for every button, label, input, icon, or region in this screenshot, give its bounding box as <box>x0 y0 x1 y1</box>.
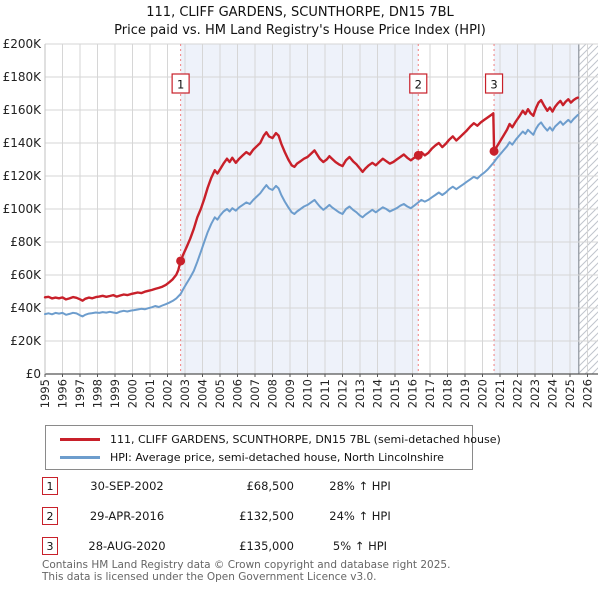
svg-text:2003: 2003 <box>178 379 192 408</box>
svg-text:1: 1 <box>177 78 184 92</box>
sale-row-3: 3 28-AUG-2020 £135,000 5% ↑ HPI <box>42 531 426 561</box>
hpi-line-swatch <box>60 455 100 459</box>
svg-text:£160K: £160K <box>3 103 43 117</box>
svg-text:£120K: £120K <box>3 169 43 183</box>
footer-line-2: This data is licensed under the Open Gov… <box>42 571 377 583</box>
svg-text:1997: 1997 <box>73 379 87 408</box>
sale-flag-2 <box>409 73 428 94</box>
svg-text:£60K: £60K <box>10 268 42 282</box>
svg-text:£40K: £40K <box>10 301 42 315</box>
svg-text:1998: 1998 <box>91 379 105 408</box>
svg-text:2026: 2026 <box>581 379 595 408</box>
sale-2-hpi-diff: 24% ↑ HPI <box>329 509 391 523</box>
svg-text:2017: 2017 <box>423 379 437 408</box>
axes <box>44 44 598 377</box>
sale-flag-1 <box>171 73 190 94</box>
sale-1-price: £68,500 <box>246 479 294 493</box>
svg-text:2014: 2014 <box>371 379 385 408</box>
svg-text:1995: 1995 <box>38 379 52 408</box>
license-footer: Contains HM Land Registry data © Crown c… <box>42 559 450 583</box>
svg-text:2025: 2025 <box>563 379 577 408</box>
property-line-swatch <box>60 437 100 441</box>
svg-text:2015: 2015 <box>388 379 402 408</box>
series-lines <box>43 96 580 318</box>
svg-text:2022: 2022 <box>511 379 525 408</box>
sale-point-2 <box>413 150 423 160</box>
svg-text:£0: £0 <box>26 367 41 381</box>
svg-text:2020: 2020 <box>476 379 490 408</box>
svg-text:2002: 2002 <box>161 379 175 408</box>
sale-1-marker: 1 <box>42 477 58 495</box>
svg-text:£140K: £140K <box>3 136 43 150</box>
chart-legend: 111, CLIFF GARDENS, SCUNTHORPE, DN15 7BL… <box>45 425 501 470</box>
svg-text:2019: 2019 <box>458 379 472 408</box>
sale-flag-3 <box>484 73 504 94</box>
sale-2-date: 29-APR-2016 <box>89 509 165 523</box>
page-subtitle: Price paid vs. HM Land Registry's House … <box>114 23 486 38</box>
sales-table: 1 30-SEP-2002 £68,500 28% ↑ HPI 2 29-APR… <box>42 471 426 561</box>
price-history-chart: 1 2 3 £0 £20K £40K £60K £80K £100K £120K £140K £160… <box>3 37 598 408</box>
footer-line-1: Contains HM Land Registry data © Crown c… <box>42 559 451 571</box>
legend-item-hpi: HPI: Average price, semi-detached house,… <box>46 448 472 466</box>
sale-date-lines <box>180 44 495 374</box>
svg-text:2024: 2024 <box>546 379 560 408</box>
svg-text:£80K: £80K <box>10 235 42 249</box>
svg-text:3: 3 <box>490 78 497 92</box>
svg-text:£100K: £100K <box>3 202 43 216</box>
svg-text:2: 2 <box>415 78 422 92</box>
sale-row-1: 1 30-SEP-2002 £68,500 28% ↑ HPI <box>42 471 426 501</box>
svg-text:2008: 2008 <box>266 379 280 408</box>
sale-2-marker: 2 <box>42 507 58 525</box>
svg-text:1999: 1999 <box>108 379 122 408</box>
svg-text:2023: 2023 <box>528 379 542 408</box>
svg-text:£200K: £200K <box>3 37 43 51</box>
sale-1-hpi-diff: 28% ↑ HPI <box>329 479 391 493</box>
sale-1-date: 30-SEP-2002 <box>90 479 164 493</box>
svg-text:2009: 2009 <box>283 379 297 408</box>
svg-text:2006: 2006 <box>231 379 245 408</box>
sale-point-1 <box>176 256 186 266</box>
svg-text:2011: 2011 <box>318 379 332 408</box>
svg-text:2013: 2013 <box>353 379 367 408</box>
tick-labels: £0 £20K £40K £60K £80K £100K £120K £140K £160K £1… <box>3 37 595 408</box>
svg-text:2012: 2012 <box>336 379 350 408</box>
svg-text:2018: 2018 <box>441 379 455 408</box>
sale-3-date: 28-AUG-2020 <box>88 539 166 553</box>
svg-text:2016: 2016 <box>406 379 420 408</box>
sale-3-marker: 3 <box>42 537 58 555</box>
sale-3-price: £135,000 <box>239 539 294 553</box>
svg-text:£180K: £180K <box>3 70 43 84</box>
sale-row-2: 2 29-APR-2016 £132,500 24% ↑ HPI <box>42 501 426 531</box>
svg-text:2005: 2005 <box>213 379 227 408</box>
property-price-line <box>43 96 580 302</box>
svg-text:1996: 1996 <box>56 379 70 408</box>
svg-text:2004: 2004 <box>196 379 210 408</box>
svg-text:2000: 2000 <box>126 379 140 408</box>
svg-text:2010: 2010 <box>301 379 315 408</box>
hpi-line <box>44 113 579 318</box>
svg-text:£20K: £20K <box>10 334 42 348</box>
svg-text:2021: 2021 <box>493 379 507 408</box>
svg-text:2007: 2007 <box>248 379 262 408</box>
svg-text:2001: 2001 <box>143 379 157 408</box>
legend-label-hpi: HPI: Average price, semi-detached house,… <box>110 450 444 464</box>
sale-markers: 1 2 3 <box>171 73 504 266</box>
page-title: 111, CLIFF GARDENS, SCUNTHORPE, DN15 7BL <box>146 5 454 20</box>
legend-label-property: 111, CLIFF GARDENS, SCUNTHORPE, DN15 7BL… <box>110 432 501 446</box>
legend-item-property: 111, CLIFF GARDENS, SCUNTHORPE, DN15 7BL… <box>46 430 501 448</box>
sale-2-price: £132,500 <box>239 509 294 523</box>
sale-point-3 <box>489 146 499 156</box>
sale-3-hpi-diff: 5% ↑ HPI <box>332 539 388 553</box>
